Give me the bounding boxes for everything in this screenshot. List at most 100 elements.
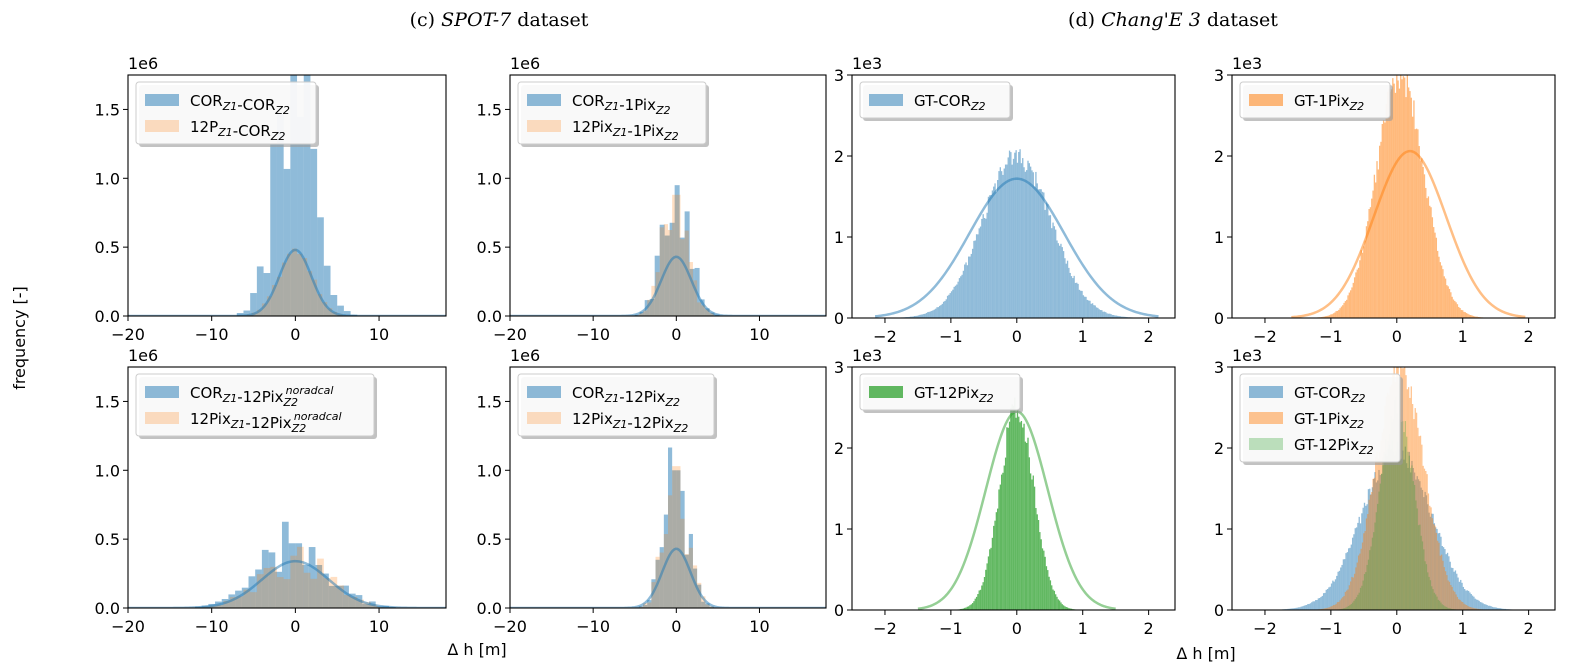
x-axis-label-change3: Δ h [m] (1176, 644, 1235, 663)
histogram-bar (1402, 76, 1405, 318)
histogram-bar (1467, 606, 1469, 610)
y-offset-label: 1e3 (1232, 346, 1262, 365)
legend: GT-1PixZ2 (1239, 81, 1393, 121)
histogram-bar (1341, 564, 1343, 610)
histogram-bar (357, 599, 364, 608)
histogram-bar (1368, 209, 1370, 318)
histogram-bar (1442, 560, 1444, 610)
histogram-bar (1417, 129, 1419, 318)
histogram-panel: −20 −10 0 10 0.0 0.5 1.0 1.5 1e6 CORZ1-CORZ212PZ1… (95, 54, 447, 344)
y-tick-label: 0.0 (477, 599, 502, 618)
histogram-bar (310, 148, 318, 316)
histogram-bar (1029, 473, 1032, 610)
histogram-bar (933, 309, 936, 318)
x-tick-label: −10 (576, 617, 610, 636)
histogram-bar (1354, 599, 1356, 610)
histogram-bar (1460, 309, 1463, 318)
histogram-bar (679, 237, 685, 316)
histogram-bar (997, 508, 999, 610)
histogram-bar (283, 168, 291, 316)
histogram-bar (1309, 603, 1312, 610)
histogram-bar (1359, 523, 1362, 610)
histogram-bar (1307, 604, 1309, 610)
histogram-bar (1007, 157, 1009, 318)
histogram-bar (1464, 312, 1467, 318)
histogram-bar (337, 305, 344, 316)
legend-swatch (1249, 94, 1283, 106)
y-tick-label: 0.5 (477, 530, 502, 549)
histogram-bar (1044, 556, 1046, 610)
histogram-bar (1432, 589, 1434, 610)
x-tick-label: 1 (1078, 619, 1088, 638)
histogram-bar (1040, 539, 1042, 610)
histogram-bar (944, 300, 946, 318)
histogram-bar (1103, 311, 1106, 318)
legend-swatch (869, 94, 903, 106)
histogram-bar (1380, 440, 1382, 610)
histogram-bar (1028, 163, 1030, 318)
histogram-bar (1399, 458, 1401, 610)
histogram-bar (1338, 309, 1340, 318)
histogram-bar (290, 555, 298, 608)
histogram-bar (974, 240, 976, 318)
histogram-bar (638, 606, 644, 608)
legend-box (859, 373, 1021, 411)
histogram-bar (1350, 604, 1352, 610)
histogram-bar (1390, 416, 1392, 610)
histogram-bar (917, 315, 920, 318)
histogram-bar (275, 571, 282, 608)
histogram-bar (991, 190, 994, 318)
histogram-bar (927, 312, 929, 318)
histogram-bar (1427, 504, 1429, 610)
histogram-bar (1344, 608, 1346, 610)
legend: GT-12PixZ2 (859, 373, 1023, 413)
histogram-bar (1051, 585, 1053, 610)
y-tick-label: 3 (1214, 66, 1224, 85)
histogram-bar (1463, 311, 1465, 318)
histogram-bar (1043, 550, 1045, 610)
histogram-bar (1408, 455, 1410, 610)
histogram-bar (256, 266, 264, 316)
histogram-bar (1041, 191, 1044, 318)
plot-area (1291, 75, 1526, 318)
legend-label: GT-1PixZ2 (1294, 410, 1364, 431)
histogram-bar (1467, 590, 1470, 610)
histogram-bar (1305, 604, 1308, 610)
histogram-bar (1102, 311, 1104, 318)
histogram-bar (1440, 536, 1442, 610)
histogram-bar (1342, 305, 1344, 318)
x-tick-label: −2 (873, 327, 897, 346)
histogram-bar (1473, 316, 1476, 318)
legend-label: GT-12PixZ2 (1294, 436, 1374, 457)
histogram-bar (1060, 602, 1062, 610)
histogram-bar (1014, 152, 1016, 318)
histogram-bar (1319, 597, 1321, 610)
histogram-bar (1349, 581, 1352, 610)
histogram-panel: −2 −1 0 1 2 0 1 2 3 1e3 GT-CORZ2 (834, 54, 1176, 346)
histogram-bar (1022, 158, 1024, 318)
y-offset-label: 1e3 (852, 54, 882, 73)
histogram-bar (939, 305, 941, 318)
fit-curve (510, 255, 826, 316)
histogram-bar (1019, 149, 1021, 318)
histogram-bar (263, 273, 271, 316)
histogram-bar (1287, 608, 1289, 610)
histogram-bar (1027, 160, 1029, 318)
histogram-bar (1379, 145, 1381, 318)
x-tick-label: 2 (1144, 619, 1154, 638)
legend-swatch (1249, 386, 1283, 398)
histogram-bar (973, 240, 975, 318)
histogram-bar (1448, 581, 1451, 610)
histogram-bar (920, 314, 922, 318)
histogram-bar (1303, 605, 1305, 610)
histogram-bar (649, 298, 655, 316)
histogram-bar (1094, 305, 1096, 318)
histogram-bar (1031, 479, 1033, 610)
histogram-bar (1358, 592, 1360, 610)
histogram-bar (979, 226, 982, 318)
histogram-bar (1357, 555, 1360, 610)
histogram-bar (1114, 315, 1116, 318)
histogram-bar (1456, 573, 1458, 610)
legend-swatch (869, 386, 903, 398)
x-tick-label: −2 (1253, 619, 1277, 638)
